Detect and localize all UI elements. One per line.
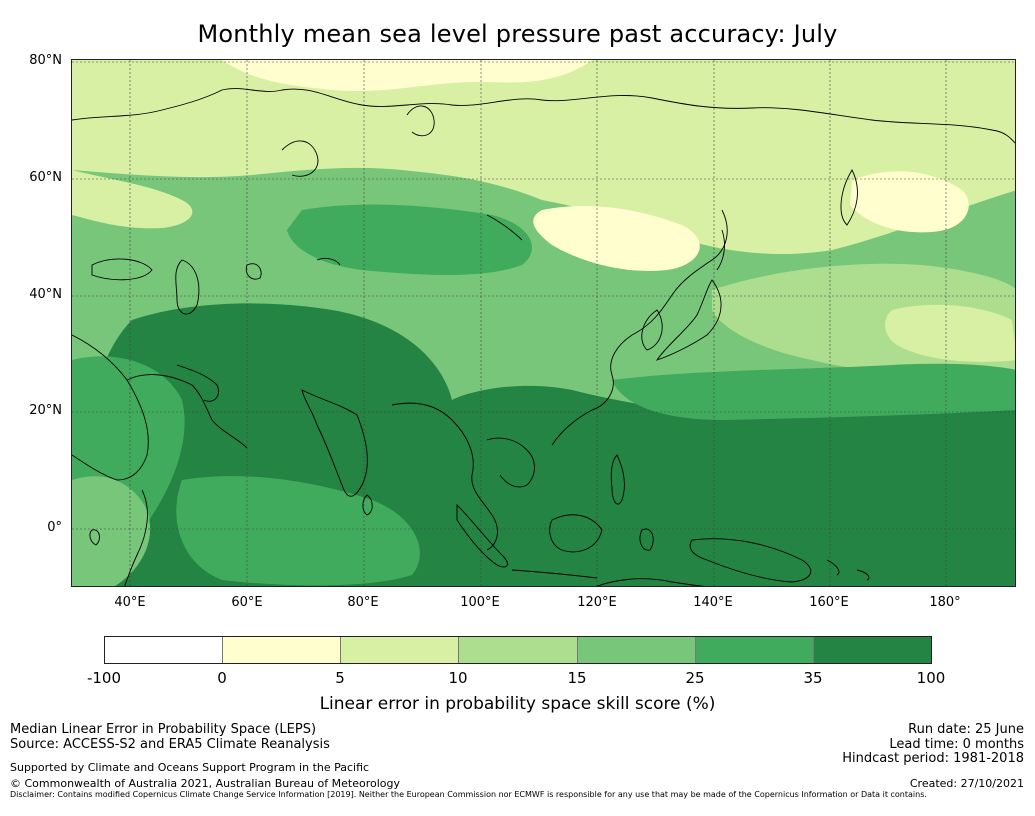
- map-region-central-asia: [287, 204, 532, 275]
- colorbar-tick: 5: [335, 669, 345, 687]
- map-canvas: [72, 60, 1015, 586]
- footer-support: Supported by Climate and Oceans Support …: [10, 761, 370, 774]
- map-region-arctic-pale: [222, 60, 592, 92]
- colorbar-tick: -100: [86, 669, 122, 687]
- colorbar-tick: 25: [685, 669, 705, 687]
- created-date: Created: 27/10/2021: [909, 777, 1024, 790]
- lon-label-120e: 120°E: [577, 595, 617, 610]
- map-coastlines: [72, 88, 1015, 586]
- colorbar: [104, 636, 932, 664]
- colorbar-segment: [577, 637, 696, 663]
- colorbar-tick: 100: [916, 669, 946, 687]
- lon-label-160e: 160°E: [809, 595, 849, 610]
- lat-label-20n: 20°N: [29, 403, 62, 418]
- colorbar-tick: 10: [448, 669, 468, 687]
- colorbar-segment: [813, 637, 931, 663]
- lon-label-100e: 100°E: [460, 595, 500, 610]
- colorbar-tick: 15: [567, 669, 587, 687]
- map-region-africa-light: [72, 476, 151, 586]
- colorbar-segment: [695, 637, 814, 663]
- lat-label-40n: 40°N: [29, 287, 62, 302]
- map-region-mongolia-pale: [533, 205, 700, 271]
- lat-label-60n: 60°N: [29, 170, 62, 185]
- colorbar-segment: [459, 637, 578, 663]
- lon-label-40e: 40°E: [114, 595, 146, 610]
- map-region-tropic-band: [612, 363, 1015, 420]
- colorbar-label: Linear error in probability space skill …: [319, 694, 716, 714]
- hindcast-period: Hindcast period: 1981-2018: [842, 751, 1024, 766]
- lead-time: Lead time: 0 months: [889, 737, 1024, 752]
- footer-method: Median Linear Error in Probability Space…: [10, 722, 317, 737]
- disclaimer: Disclaimer: Contains modified Copernicus…: [10, 790, 927, 799]
- skill-score-map: [71, 59, 1016, 587]
- colorbar-segment: [223, 637, 342, 663]
- map-region-pacific-pale: [885, 304, 1015, 362]
- map-region-indian-ocean: [176, 476, 420, 586]
- colorbar-segment: [341, 637, 460, 663]
- run-date: Run date: 25 June: [908, 722, 1024, 737]
- map-title: Monthly mean sea level pressure past acc…: [197, 20, 838, 48]
- lon-label-80e: 80°E: [347, 595, 379, 610]
- lat-label-0: 0°: [47, 520, 62, 535]
- lon-label-60e: 60°E: [231, 595, 263, 610]
- colorbar-segment: [105, 637, 224, 663]
- map-region-siberia-pale: [850, 171, 969, 233]
- lon-label-140e: 140°E: [693, 595, 733, 610]
- map-region-nw-pale: [72, 170, 193, 229]
- lon-label-180: 180°: [929, 595, 961, 610]
- footer-copyright: © Commonwealth of Australia 2021, Austra…: [10, 777, 400, 790]
- lat-label-80n: 80°N: [29, 53, 62, 68]
- colorbar-tick: 0: [217, 669, 227, 687]
- footer-source: Source: ACCESS-S2 and ERA5 Climate Reana…: [10, 737, 330, 752]
- colorbar-tick: 35: [803, 669, 823, 687]
